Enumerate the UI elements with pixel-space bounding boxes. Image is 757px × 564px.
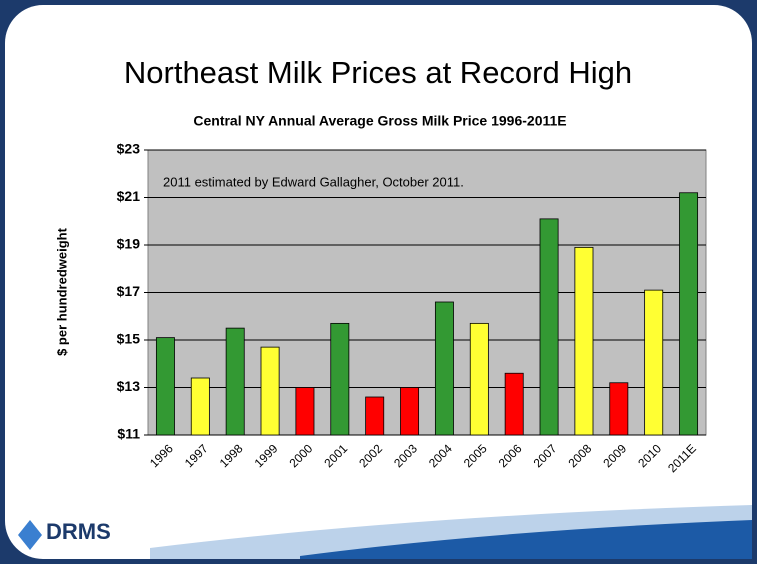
y-tick-label: $17 xyxy=(117,283,141,299)
bar xyxy=(539,218,559,436)
annotation: 2011 estimated by Edward Gallagher, Octo… xyxy=(163,174,464,189)
bar xyxy=(679,192,699,436)
y-axis-label: $ per hundredweight xyxy=(54,227,69,356)
bar xyxy=(504,372,524,436)
y-tick-label: $23 xyxy=(117,141,141,157)
bar xyxy=(225,327,245,436)
y-tick-label: $15 xyxy=(117,331,141,347)
bar xyxy=(260,346,280,436)
bar xyxy=(330,322,350,436)
y-tick-label: $19 xyxy=(117,236,141,252)
bar xyxy=(295,387,315,436)
swoosh xyxy=(300,520,752,559)
bar xyxy=(469,322,489,436)
y-tick-label: $21 xyxy=(117,188,141,204)
chart-title: Central NY Annual Average Gross Milk Pri… xyxy=(193,113,566,129)
slide-title: Northeast Milk Prices at Record High xyxy=(124,55,632,90)
bar xyxy=(365,396,385,436)
bar xyxy=(190,377,210,436)
y-tick-label: $13 xyxy=(117,378,141,394)
bar xyxy=(400,387,420,436)
bar xyxy=(644,289,664,436)
y-tick-label: $11 xyxy=(117,426,140,442)
logo-text: DRMS xyxy=(46,519,111,544)
bar xyxy=(434,301,454,436)
bar xyxy=(609,382,629,436)
bar xyxy=(574,246,594,436)
logo-icon xyxy=(18,520,42,550)
bar xyxy=(155,337,175,436)
